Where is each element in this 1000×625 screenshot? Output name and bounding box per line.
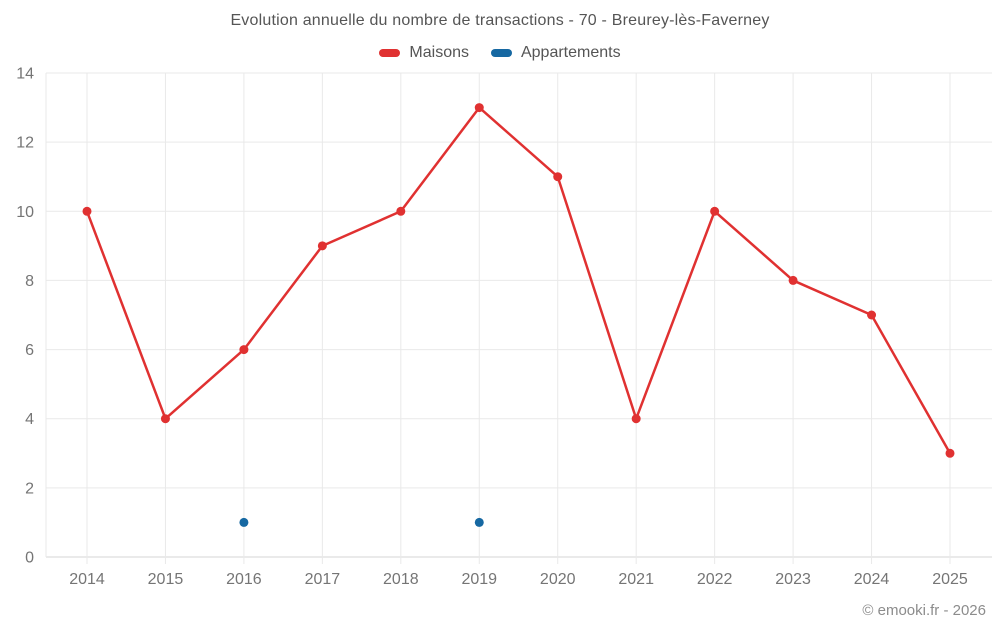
appartements-swatch-icon [490,49,512,57]
data-point-appartements-2016 [239,517,249,527]
data-point-maisons-2022 [710,206,720,216]
y-tick-label: 12 [16,135,34,152]
y-tick-label: 2 [25,480,34,497]
x-tick-label: 2022 [697,571,733,588]
maisons-swatch-icon [379,49,401,57]
y-tick-label: 0 [25,550,34,567]
data-point-maisons-2020 [553,172,563,182]
x-tick-label: 2021 [618,571,654,588]
data-point-maisons-2017 [317,241,327,251]
y-tick-label: 6 [25,342,34,359]
chart-title: Evolution annuelle du nombre de transact… [230,12,770,29]
x-tick-label: 2016 [226,571,262,588]
x-tick-label: 2023 [775,571,811,588]
series-line-maisons [85,106,952,455]
x-tick-label: 2024 [854,571,890,588]
data-point-appartements-2019 [474,517,484,527]
x-tick-label: 2025 [932,571,968,588]
data-point-maisons-2021 [631,414,641,424]
y-tick-label: 14 [16,66,34,83]
x-tick-label: 2020 [540,571,576,588]
legend-item-maisons[interactable]: Maisons [379,44,469,62]
chart-legend: Maisons Appartements [0,44,1000,62]
data-point-maisons-2015 [160,414,170,424]
data-point-maisons-2019 [474,103,484,113]
data-point-maisons-2016 [239,345,249,355]
data-point-maisons-2023 [788,275,798,285]
x-tick-label: 2019 [461,571,497,588]
x-tick-label: 2017 [305,571,341,588]
legend-label-maisons: Maisons [409,44,469,61]
data-point-maisons-2014 [82,206,92,216]
y-tick-label: 4 [25,411,34,428]
data-point-maisons-2025 [945,448,955,458]
x-tick-label: 2014 [69,571,105,588]
y-tick-label: 10 [16,204,34,221]
legend-label-appartements: Appartements [520,44,621,61]
x-tick-label: 2015 [148,571,184,588]
data-point-maisons-2024 [867,310,877,320]
y-tick-label: 8 [25,273,34,290]
x-tick-label: 2018 [383,571,419,588]
legend-item-appartements[interactable]: Appartements [490,44,621,62]
copyright-text: © emooki.fr - 2026 [862,602,986,619]
data-point-maisons-2018 [396,206,406,216]
